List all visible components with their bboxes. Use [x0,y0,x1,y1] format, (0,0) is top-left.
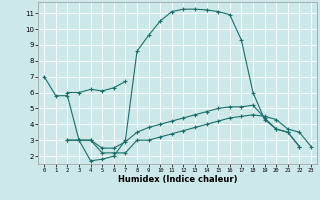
X-axis label: Humidex (Indice chaleur): Humidex (Indice chaleur) [118,175,237,184]
